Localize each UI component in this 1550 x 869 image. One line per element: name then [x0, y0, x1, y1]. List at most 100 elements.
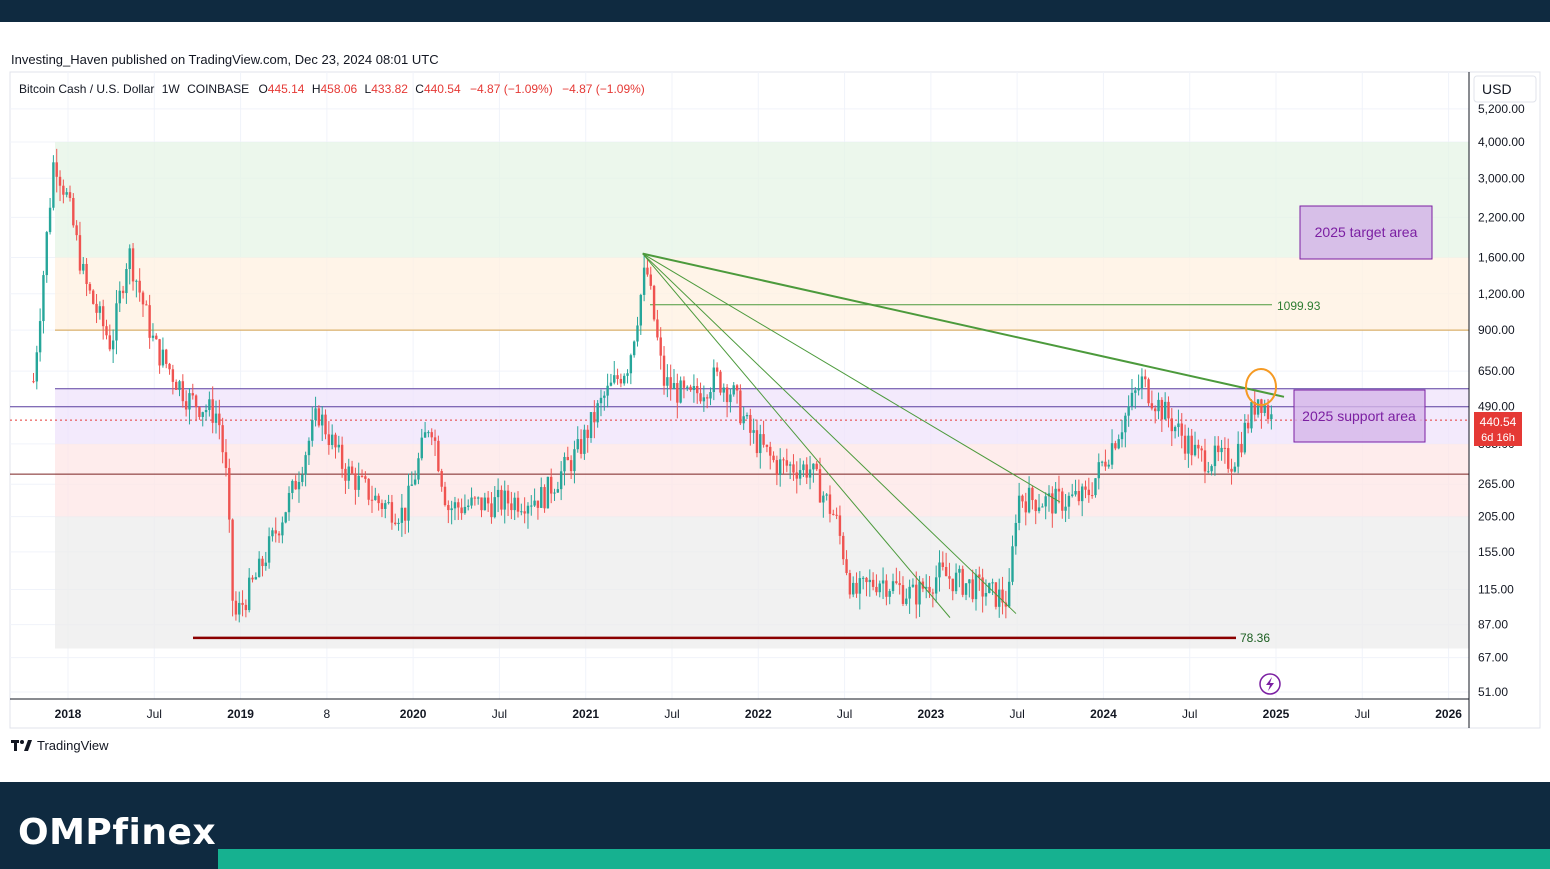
candle-body [812, 463, 815, 470]
trend-line-1 [642, 253, 1017, 614]
candle-body [998, 589, 1001, 607]
level-1099-label: 1099.93 [1277, 299, 1321, 313]
candle-body [858, 578, 862, 594]
tradingview-icon [11, 739, 32, 751]
candle-body [1014, 522, 1018, 547]
candle-body [1130, 392, 1134, 407]
candle-body [1223, 447, 1227, 449]
x-tick-label: 2025 [1263, 707, 1290, 721]
candle-body [964, 583, 968, 595]
candle-body [1107, 464, 1110, 467]
x-tick-label: 2018 [55, 707, 82, 721]
candle-body [347, 466, 350, 481]
candle-body [1104, 461, 1107, 467]
candle-body [171, 369, 175, 382]
candle-body [370, 499, 374, 501]
candle-body [619, 378, 623, 384]
candle-body [991, 582, 994, 584]
candle-body [606, 385, 609, 396]
candle-body [264, 562, 267, 567]
candle-body [151, 335, 155, 338]
candle-body [267, 536, 271, 563]
candle-body [759, 434, 762, 454]
candle-body [576, 439, 579, 450]
candle-body [403, 507, 407, 521]
candle-body [35, 352, 39, 382]
candle-body [1157, 399, 1160, 412]
y-tick-label: 2,200.00 [1478, 210, 1525, 224]
candle-body [340, 444, 344, 469]
candle-body [659, 337, 662, 356]
candle-body [705, 397, 709, 399]
candle-body [390, 502, 394, 523]
candle-body [1124, 415, 1127, 433]
symbol-title: Bitcoin Cash / U.S. Dollar [19, 82, 154, 96]
candle-body [350, 466, 354, 474]
price-chart[interactable]: 5,200.00 4,000.00 3,000.00 2,200.00 1,600.00… [0, 22, 1550, 782]
candle-body [838, 515, 842, 536]
candle-body [861, 577, 865, 579]
candle-body [1037, 507, 1041, 512]
candle-body [1061, 491, 1064, 511]
candle-body [68, 192, 72, 198]
tradingview-logo[interactable]: TradingView [11, 738, 109, 753]
target-area-box[interactable] [1299, 205, 1433, 260]
candle-body [672, 383, 676, 390]
candle-body [321, 414, 324, 426]
price-label-countdown: 6d 16h [1481, 432, 1515, 444]
y-tick-label: 51.00 [1478, 685, 1508, 699]
candle-body [483, 497, 487, 511]
trend-line-0 [642, 252, 1285, 398]
candle-body [1240, 443, 1243, 453]
candle-body [1236, 443, 1240, 467]
candle-body [138, 280, 141, 293]
candle-body [121, 290, 125, 294]
candle-body [410, 484, 414, 486]
candle-body [569, 460, 573, 472]
candle-body [1097, 462, 1100, 479]
candle-body [676, 383, 679, 403]
x-tick-label: 2021 [572, 707, 599, 721]
candle-body [165, 349, 168, 364]
zones [55, 142, 1469, 649]
candle-body [1077, 491, 1081, 502]
candle-body [1150, 403, 1154, 409]
candle-body [822, 495, 825, 503]
candle-body [885, 580, 888, 597]
candle-body [1183, 435, 1187, 454]
y-tick-label: 900.00 [1478, 323, 1515, 337]
candle-body [961, 568, 964, 595]
candle-body [450, 508, 453, 511]
candle-body [1117, 439, 1120, 449]
candle-body [915, 584, 918, 605]
candle-body [842, 535, 845, 560]
candle-body [749, 414, 752, 433]
candle-body [1134, 390, 1137, 393]
candle-body [855, 582, 858, 594]
candle-body [792, 464, 795, 473]
candle-body [238, 602, 241, 615]
x-axis[interactable]: 2018 Jul 2019 8 2020 Jul 2021 Jul 2022 Jul 2023 Jul… [55, 707, 1463, 721]
candle-body [516, 497, 520, 512]
y-tick-label: 265.00 [1478, 477, 1515, 491]
candle-body [944, 566, 948, 577]
candle-body [526, 505, 530, 514]
candle-body [934, 577, 938, 594]
candle-body [1031, 487, 1034, 501]
candle-body [211, 399, 214, 423]
candle-body [380, 503, 384, 509]
currency-button[interactable] [1473, 75, 1537, 103]
ohlc-open: 445.14 [268, 82, 305, 96]
x-tick-label: Jul [492, 707, 507, 721]
candle-body [974, 574, 978, 600]
price-label [1474, 412, 1522, 446]
candle-body [1067, 495, 1071, 507]
candle-body [101, 306, 105, 327]
candle-body [828, 494, 832, 514]
candle-body [566, 456, 569, 461]
candle-body [95, 303, 98, 313]
candle-body [931, 592, 935, 594]
candle-body [281, 522, 284, 536]
support-area-box[interactable] [1293, 389, 1426, 443]
candle-body [437, 440, 440, 472]
